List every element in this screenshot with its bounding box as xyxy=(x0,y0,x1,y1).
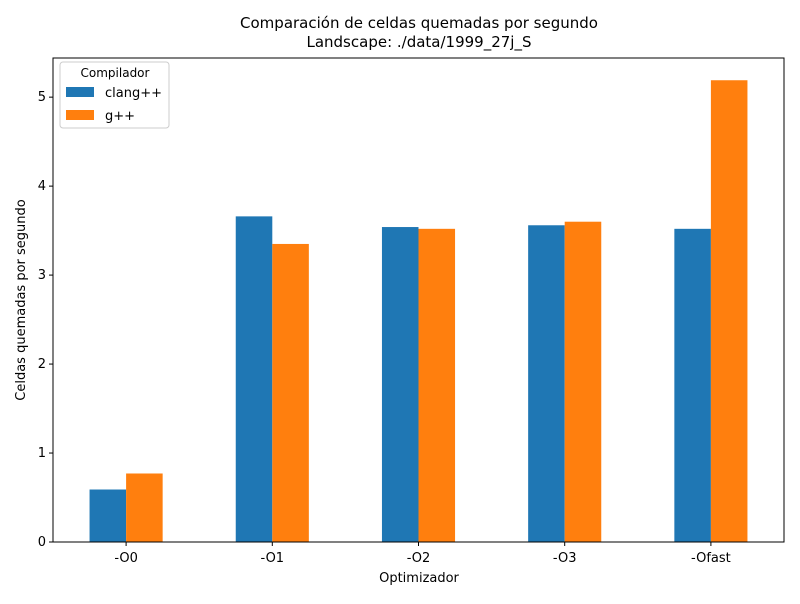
y-tick-label: 4 xyxy=(38,179,46,194)
chart-title: Comparación de celdas quemadas por segun… xyxy=(240,14,598,32)
legend-title: Compilador xyxy=(81,66,150,80)
y-tick-label: 0 xyxy=(38,535,46,550)
bar-clang-o2 xyxy=(381,227,419,542)
bar-clang-o0 xyxy=(89,489,127,542)
bar-gpp-ofast xyxy=(710,80,748,542)
chart-subtitle: Landscape: ./data/1999_27j_S xyxy=(306,33,531,52)
legend-label-gpp: g++ xyxy=(105,109,135,124)
bar-gpp-o2 xyxy=(418,228,456,542)
legend-label-clang: clang++ xyxy=(105,86,162,101)
bar-clang-ofast xyxy=(674,228,711,542)
axes-frame xyxy=(52,57,785,543)
x-tick-label: -Ofast xyxy=(691,551,731,566)
bar-gpp-o1 xyxy=(272,243,309,542)
bar-clang-o1 xyxy=(235,216,273,542)
legend-swatch-clang xyxy=(66,87,94,97)
legend: Compilador clang++ g++ xyxy=(59,61,170,129)
y-tick-label: 3 xyxy=(38,268,46,283)
y-tick-label: 5 xyxy=(38,90,46,105)
y-axis-label: Celdas quemadas por segundo xyxy=(14,199,29,400)
bar-gpp-o3 xyxy=(564,221,602,543)
bar-clang-o3 xyxy=(528,225,565,542)
x-tick-label: -O2 xyxy=(407,551,431,566)
y-tick-label: 2 xyxy=(38,357,46,372)
x-axis-label: Optimizador xyxy=(379,571,459,586)
x-tick-label: -O0 xyxy=(114,551,138,566)
y-tick-label: 1 xyxy=(38,446,46,461)
bar-gpp-o0 xyxy=(126,473,163,542)
x-tick-label: -O1 xyxy=(261,551,285,566)
plot-area: 0 1 2 3 4 5 -O0 -O1 -O2 -O3 -Ofast xyxy=(38,80,748,566)
x-tick-label: -O3 xyxy=(553,551,577,566)
legend-swatch-gpp xyxy=(66,110,94,120)
